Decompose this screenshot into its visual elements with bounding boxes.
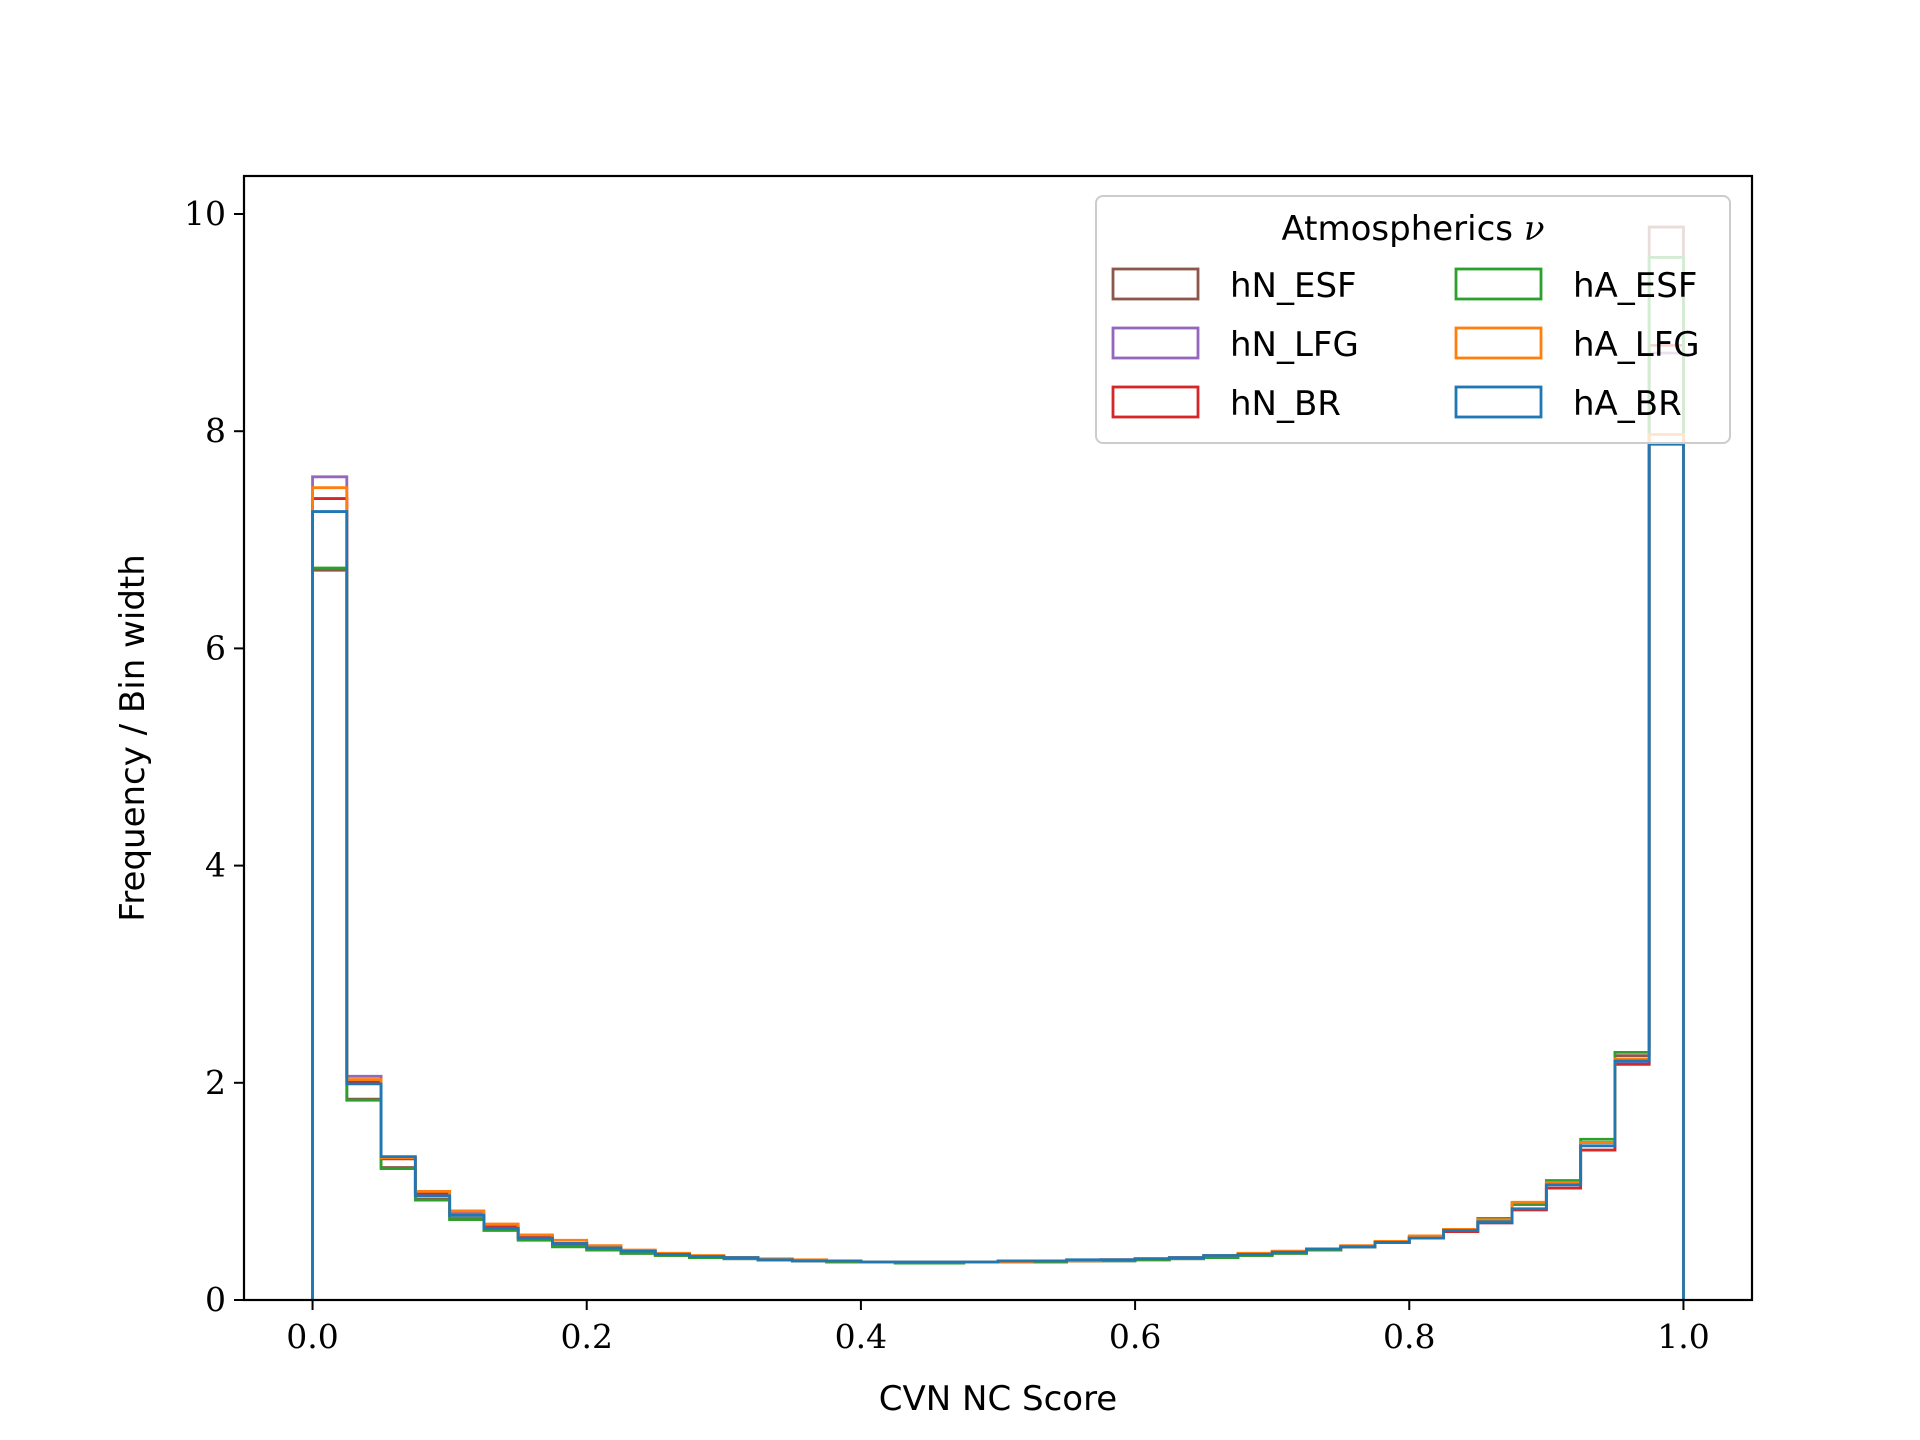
series-hn-br-line <box>311 344 1685 1300</box>
series-ha-lfg-line <box>311 433 1685 1300</box>
x-tick-label: 0.0 <box>286 1317 338 1356</box>
legend-swatch <box>1454 385 1543 419</box>
legend-entry-ha-lfg: hA_LFG <box>1454 325 1700 365</box>
x-tick-label: 1.0 <box>1657 1317 1709 1356</box>
series-ha-br-line <box>311 442 1685 1300</box>
x-tick-label: 0.4 <box>835 1317 887 1356</box>
legend-label: hN_ESF <box>1230 266 1357 306</box>
y-tick-label: 8 <box>205 411 226 450</box>
legend-entries: hN_ESF hN_LFG hN_BR hA_ESF hA_LFG hA_BR <box>1111 266 1700 424</box>
x-tick-label: 0.2 <box>560 1317 612 1356</box>
y-tick-label: 4 <box>205 846 226 885</box>
legend-label: hA_LFG <box>1573 325 1700 365</box>
legend-title-symbol: ν <box>1524 209 1545 249</box>
series-hn-lfg-line <box>311 351 1685 1300</box>
x-tick-label: 0.8 <box>1383 1317 1435 1356</box>
y-axis-label: Frequency / Bin width <box>113 554 153 922</box>
legend-swatch <box>1454 267 1543 301</box>
legend-entry-hn-esf: hN_ESF <box>1111 266 1357 306</box>
legend-label: hA_ESF <box>1573 266 1697 306</box>
legend-entry-hn-br: hN_BR <box>1111 384 1341 424</box>
legend-swatch <box>1111 385 1200 419</box>
legend-entry-ha-br: hA_BR <box>1454 384 1682 424</box>
legend-entry-ha-esf: hA_ESF <box>1454 266 1697 306</box>
x-tick-label: 0.6 <box>1109 1317 1161 1356</box>
legend-swatch <box>1454 326 1543 360</box>
legend-entry-hn-lfg: hN_LFG <box>1111 325 1359 365</box>
y-tick-label: 10 <box>184 194 226 233</box>
y-tick-label: 0 <box>205 1280 226 1319</box>
legend-title: Atmospherics ν <box>1282 209 1545 249</box>
legend-swatch <box>1111 267 1200 301</box>
legend-label: hA_BR <box>1573 384 1682 424</box>
y-tick-label: 6 <box>205 628 226 667</box>
legend-box <box>1095 195 1731 444</box>
legend-title-text: Atmospherics <box>1282 209 1514 249</box>
legend-swatch <box>1111 326 1200 360</box>
y-axis-ticks: 0 2 4 6 8 10 <box>184 194 244 1319</box>
series-layer <box>311 225 1685 1300</box>
y-tick-label: 2 <box>205 1063 226 1102</box>
x-axis-label: CVN NC Score <box>879 1379 1117 1419</box>
legend: Atmospherics ν hN_ESF hN_LFG hN_BR hA_ESF hA… <box>1095 195 1731 444</box>
legend-label: hN_BR <box>1230 384 1341 424</box>
axes-frame <box>242 174 1754 1302</box>
x-axis-ticks: 0.0 0.2 0.4 0.6 0.8 1.0 <box>286 1300 1710 1356</box>
legend-label: hN_LFG <box>1230 325 1359 365</box>
